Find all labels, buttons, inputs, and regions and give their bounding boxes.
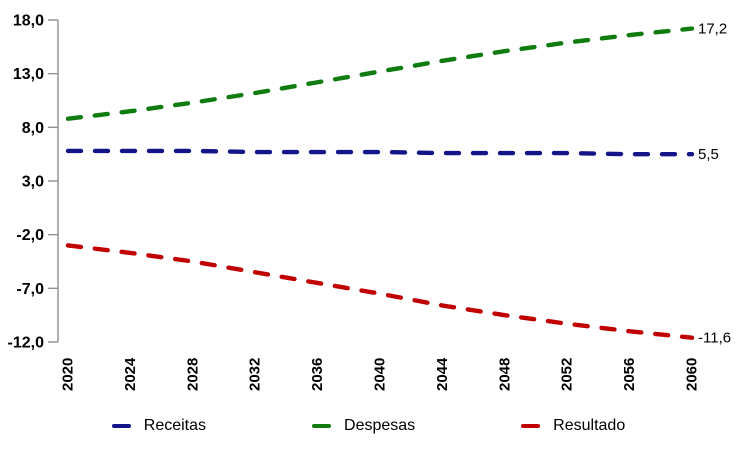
series-line-despesas — [65, 26, 695, 121]
legend-item-despesas: Despesas — [312, 417, 415, 435]
x-tick-label: 2028 — [184, 358, 201, 391]
x-tick-label: 2048 — [496, 358, 513, 391]
x-tick-label: 2020 — [60, 358, 77, 391]
y-tick-label: -12,0 — [8, 335, 45, 352]
resultado-dash-icon — [521, 423, 541, 429]
line-chart: 18,0 13,0 8,0 3,0 -2,0 -7,0 -12,0 2020 2024 2028… — [8, 13, 732, 392]
series-line-receitas — [65, 148, 695, 157]
x-tick-label: 2044 — [434, 357, 451, 391]
receitas-dash-icon — [111, 423, 131, 429]
x-tick-label: 2036 — [309, 358, 326, 391]
y-tick-label: 8,0 — [22, 120, 44, 137]
legend-label-despesas: Despesas — [344, 417, 416, 434]
series-end-labels: 5,5 17,2 -11,6 — [698, 21, 731, 347]
end-label-resultado: -11,6 — [698, 330, 731, 347]
despesas-dash-icon — [312, 423, 332, 429]
x-tick-label: 2056 — [621, 358, 638, 391]
end-label-despesas: 17,2 — [698, 21, 727, 38]
y-axis-ticks: 18,0 13,0 8,0 3,0 -2,0 -7,0 -12,0 — [8, 13, 58, 352]
y-tick-label: -7,0 — [16, 281, 44, 298]
x-tick-label: 2040 — [372, 358, 389, 391]
legend-label-receitas: Receitas — [143, 417, 207, 434]
y-tick-label: 3,0 — [22, 174, 44, 191]
end-label-receitas: 5,5 — [698, 146, 719, 163]
series-lines — [65, 26, 695, 340]
x-tick-label: 2060 — [684, 358, 701, 391]
series-line-resultado — [65, 243, 695, 340]
legend-item-resultado: Resultado — [521, 417, 625, 435]
legend-item-receitas: Receitas — [111, 417, 207, 435]
legend: Receitas Despesas Resultado — [0, 413, 737, 439]
y-tick-label: 18,0 — [13, 13, 44, 30]
y-tick-label: 13,0 — [13, 66, 44, 83]
x-tick-label: 2052 — [559, 358, 576, 391]
y-tick-label: -2,0 — [16, 227, 44, 244]
legend-label-resultado: Resultado — [553, 417, 626, 434]
x-tick-label: 2024 — [122, 357, 139, 391]
x-axis-labels: 2020 2024 2028 2032 2036 2040 2044 2048 2052 2056… — [60, 357, 701, 391]
x-tick-label: 2032 — [247, 358, 264, 391]
